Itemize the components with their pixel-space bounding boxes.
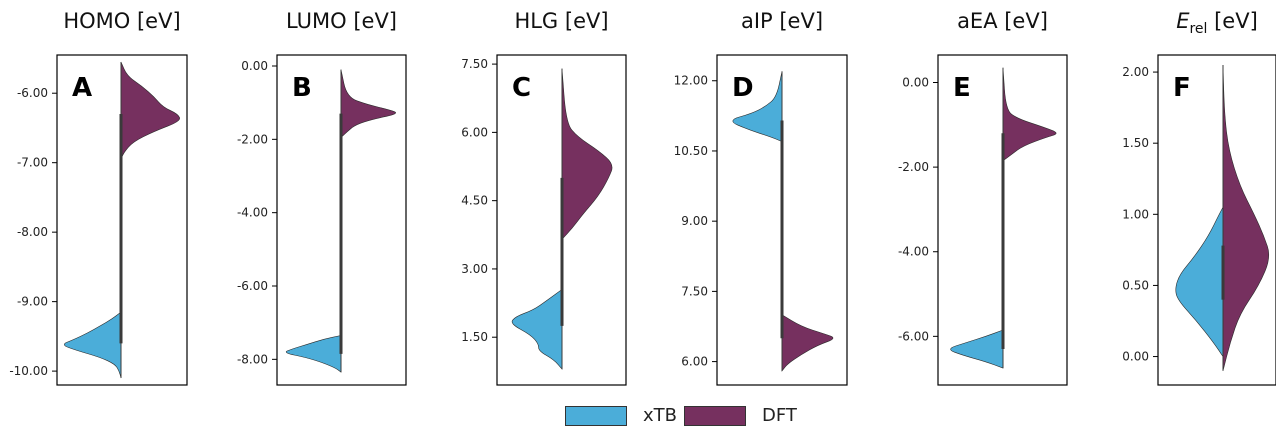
y-tick-label: -4.00 <box>237 206 268 220</box>
y-tick-label: 0.50 <box>1122 278 1149 292</box>
y-tick-label: 1.50 <box>461 330 488 344</box>
panel-title: Erel [eV] <box>1176 9 1258 37</box>
violin-dft-c <box>561 68 613 241</box>
panel-title: aEA [eV] <box>957 9 1048 33</box>
legend-item-xtb: xTB <box>565 405 677 426</box>
violin-xtb-e <box>950 329 1004 369</box>
legend-label-xtb: xTB <box>643 405 677 426</box>
panel-a: -10.00 -9.00 -8.00 -7.00 -6.00 A HOMO [eV] <box>9 9 188 386</box>
legend: xTB DFT <box>0 405 1276 435</box>
y-tick-label: -10.00 <box>9 364 48 378</box>
y-tick-label: 1.00 <box>1122 207 1149 221</box>
violin-xtb-c <box>511 288 563 370</box>
violin-xtb-f <box>1175 207 1224 358</box>
panel-f: 0.00 0.50 1.00 1.50 2.00 F Erel [eV] <box>1122 9 1276 386</box>
violin-xtb-a <box>64 311 122 379</box>
panel-letter: F <box>1173 73 1191 103</box>
axes-frame-e <box>937 54 1068 386</box>
axes-frame-c <box>496 54 627 386</box>
y-tick-label: 0.00 <box>902 76 929 90</box>
legend-item-dft: DFT <box>684 405 797 426</box>
violin-dft-f <box>1222 64 1270 371</box>
panel-letter: D <box>732 73 754 103</box>
violin-dft-d <box>781 314 834 372</box>
y-tick-label: 6.00 <box>681 355 708 369</box>
panel-title: LUMO [eV] <box>286 9 397 33</box>
y-tick-label: -2.00 <box>898 160 929 174</box>
axes-frame-a <box>56 54 188 386</box>
axes-frame-f <box>1157 54 1276 386</box>
y-tick-label: 1.50 <box>1122 136 1149 150</box>
y-tick-label: 4.50 <box>461 194 488 208</box>
violin-dft-a <box>120 61 180 160</box>
panel-letter: C <box>512 73 531 103</box>
violin-dft-b <box>340 69 397 139</box>
panel-title: HOMO [eV] <box>63 9 180 33</box>
y-tick-label: 2.00 <box>1122 65 1149 79</box>
legend-label-dft: DFT <box>762 405 797 426</box>
panel-letter: B <box>292 73 312 103</box>
y-tick-label: 0.00 <box>1122 350 1149 364</box>
panel-title: aIP [eV] <box>741 9 823 33</box>
axes-frame-d <box>716 54 848 386</box>
panel-b: 0.00 -2.00 -4.00 -6.00 -8.00 B LUMO [eV] <box>237 9 407 386</box>
y-tick-label: 7.50 <box>681 284 708 298</box>
y-tick-label: 0.00 <box>241 59 268 73</box>
panel-letter: A <box>72 73 92 103</box>
panel-c: 1.50 3.00 4.50 6.00 7.50 C HLG [eV] <box>461 9 627 386</box>
legend-swatch-xtb <box>565 405 627 426</box>
y-tick-label: -6.00 <box>898 329 929 343</box>
y-tick-label: -4.00 <box>898 245 929 259</box>
violin-xtb-b <box>285 335 342 373</box>
y-tick-label: 9.00 <box>681 214 708 228</box>
y-tick-label: 3.00 <box>461 262 488 276</box>
violin-xtb-d <box>732 71 783 143</box>
legend-swatch-dft <box>684 405 746 426</box>
y-tick-label: 6.00 <box>461 125 488 139</box>
y-tick-label: 10.50 <box>674 144 708 158</box>
y-tick-label: -2.00 <box>237 132 268 146</box>
axes-frame-b <box>276 54 407 386</box>
violin-dft-e <box>1002 67 1057 162</box>
y-tick-label: -9.00 <box>17 295 48 309</box>
y-tick-label: 7.50 <box>461 57 488 71</box>
y-tick-label: -7.00 <box>17 156 48 170</box>
y-tick-label: -8.00 <box>17 225 48 239</box>
y-tick-label: -6.00 <box>237 279 268 293</box>
y-tick-label: -6.00 <box>17 86 48 100</box>
panel-letter: E <box>953 73 971 103</box>
panel-title: HLG [eV] <box>514 9 608 33</box>
y-tick-label: -8.00 <box>237 352 268 366</box>
y-tick-label: 12.00 <box>674 74 708 88</box>
